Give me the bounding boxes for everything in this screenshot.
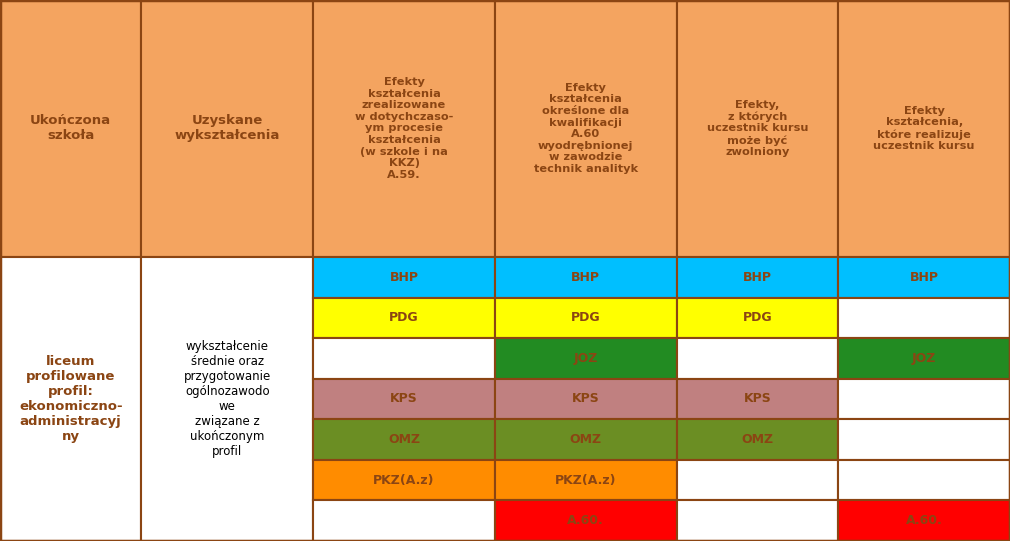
Bar [838, 460, 1010, 500]
Bar [313, 298, 495, 338]
Text: OMZ: OMZ [388, 433, 420, 446]
Bar [677, 460, 838, 500]
Bar [838, 257, 1010, 298]
Text: KPS: KPS [743, 392, 772, 406]
Bar [495, 298, 677, 338]
Bar [838, 338, 1010, 379]
Bar [838, 379, 1010, 419]
Bar [313, 460, 495, 500]
Text: Ukończona
szkoła: Ukończona szkoła [30, 115, 111, 142]
Bar [677, 419, 838, 460]
Text: PDG: PDG [571, 311, 601, 325]
Bar [495, 419, 677, 460]
Bar [677, 379, 838, 419]
Bar [141, 257, 313, 541]
Text: PKZ(A.z): PKZ(A.z) [374, 473, 434, 487]
Bar [677, 338, 838, 379]
Bar [313, 419, 495, 460]
Text: KPS: KPS [572, 392, 600, 406]
Bar [677, 298, 838, 338]
Text: JOZ: JOZ [912, 352, 936, 365]
Text: JOZ: JOZ [574, 352, 598, 365]
Bar [0, 257, 141, 541]
Text: Efekty,
z których
uczestnik kursu
może być
zwolniony: Efekty, z których uczestnik kursu może b… [707, 100, 808, 157]
Bar [495, 379, 677, 419]
Bar [838, 0, 1010, 257]
Bar [0, 0, 141, 257]
Text: Efekty
kształcenia
zrealizowane
w dotychczaso-
ym procesie
kształcenia
(w szkole: Efekty kształcenia zrealizowane w dotych… [355, 77, 453, 180]
Bar [495, 0, 677, 257]
Text: BHP: BHP [743, 270, 772, 284]
Text: A.60.: A.60. [568, 514, 604, 527]
Text: A.60.: A.60. [906, 514, 942, 527]
Bar [495, 257, 677, 298]
Bar [495, 460, 677, 500]
Text: wykształcenie
średnie oraz
przygotowanie
ogólnozawodo
we
związane z
ukończonym
p: wykształcenie średnie oraz przygotowanie… [184, 340, 271, 458]
Text: KPS: KPS [390, 392, 418, 406]
Bar [838, 500, 1010, 541]
Text: Uzyskane
wykształcenia: Uzyskane wykształcenia [175, 115, 280, 142]
Text: OMZ: OMZ [570, 433, 602, 446]
Text: BHP: BHP [572, 270, 600, 284]
Bar [313, 257, 495, 298]
Text: PDG: PDG [389, 311, 419, 325]
Bar [141, 0, 313, 257]
Text: BHP: BHP [910, 270, 938, 284]
Bar [495, 338, 677, 379]
Text: OMZ: OMZ [741, 433, 774, 446]
Bar [838, 298, 1010, 338]
Text: Efekty
kształcenia,
które realizuje
uczestnik kursu: Efekty kształcenia, które realizuje ucze… [874, 106, 975, 151]
Bar [677, 500, 838, 541]
Text: PDG: PDG [742, 311, 773, 325]
Bar [677, 0, 838, 257]
Text: BHP: BHP [390, 270, 418, 284]
Bar [313, 379, 495, 419]
Bar [313, 338, 495, 379]
Bar [838, 419, 1010, 460]
Text: liceum
profilowane
profil:
ekonomiczno-
administracyj
ny: liceum profilowane profil: ekonomiczno- … [19, 355, 122, 443]
Bar [495, 500, 677, 541]
Bar [677, 257, 838, 298]
Bar [313, 500, 495, 541]
Text: PKZ(A.z): PKZ(A.z) [556, 473, 616, 487]
Text: Efekty
kształcenia
określone dla
kwalifikacji
A.60
wyodrębnionej
w zawodzie
tech: Efekty kształcenia określone dla kwalifi… [533, 83, 638, 174]
Bar [313, 0, 495, 257]
